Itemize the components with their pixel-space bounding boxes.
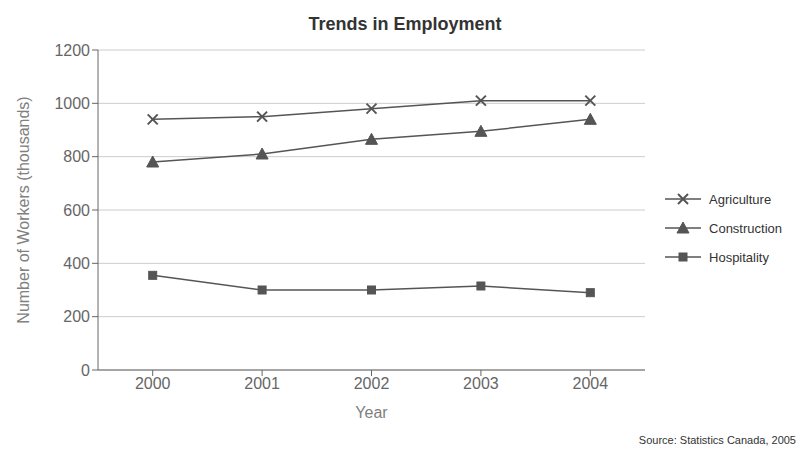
svg-text:2004: 2004	[573, 375, 609, 392]
svg-text:2001: 2001	[244, 375, 280, 392]
svg-text:2000: 2000	[135, 375, 171, 392]
svg-text:1200: 1200	[54, 42, 90, 59]
html-text:Hospitality: Hospitality	[709, 249, 769, 265]
svg-text:800: 800	[63, 148, 90, 165]
svg-text:200: 200	[63, 308, 90, 325]
svg-text:Year: Year	[355, 404, 388, 421]
svg-text:400: 400	[63, 255, 90, 272]
html-text:Agriculture: Agriculture	[709, 191, 772, 207]
svg-text:0: 0	[81, 362, 90, 379]
svg-text:2003: 2003	[463, 375, 499, 392]
html-text:Construction: Construction	[709, 220, 782, 236]
svg-text:2002: 2002	[354, 375, 390, 392]
svg-text:600: 600	[63, 202, 90, 219]
svg-text:Number of Workers (thousands): Number of Workers (thousands)	[15, 96, 32, 323]
svg-text:1000: 1000	[54, 95, 90, 112]
html-text:Trends in Employment: Trends in Employment	[308, 14, 502, 34]
html-text:Source: Statistics Canada, 200: Source: Statistics Canada, 2005	[638, 434, 796, 446]
